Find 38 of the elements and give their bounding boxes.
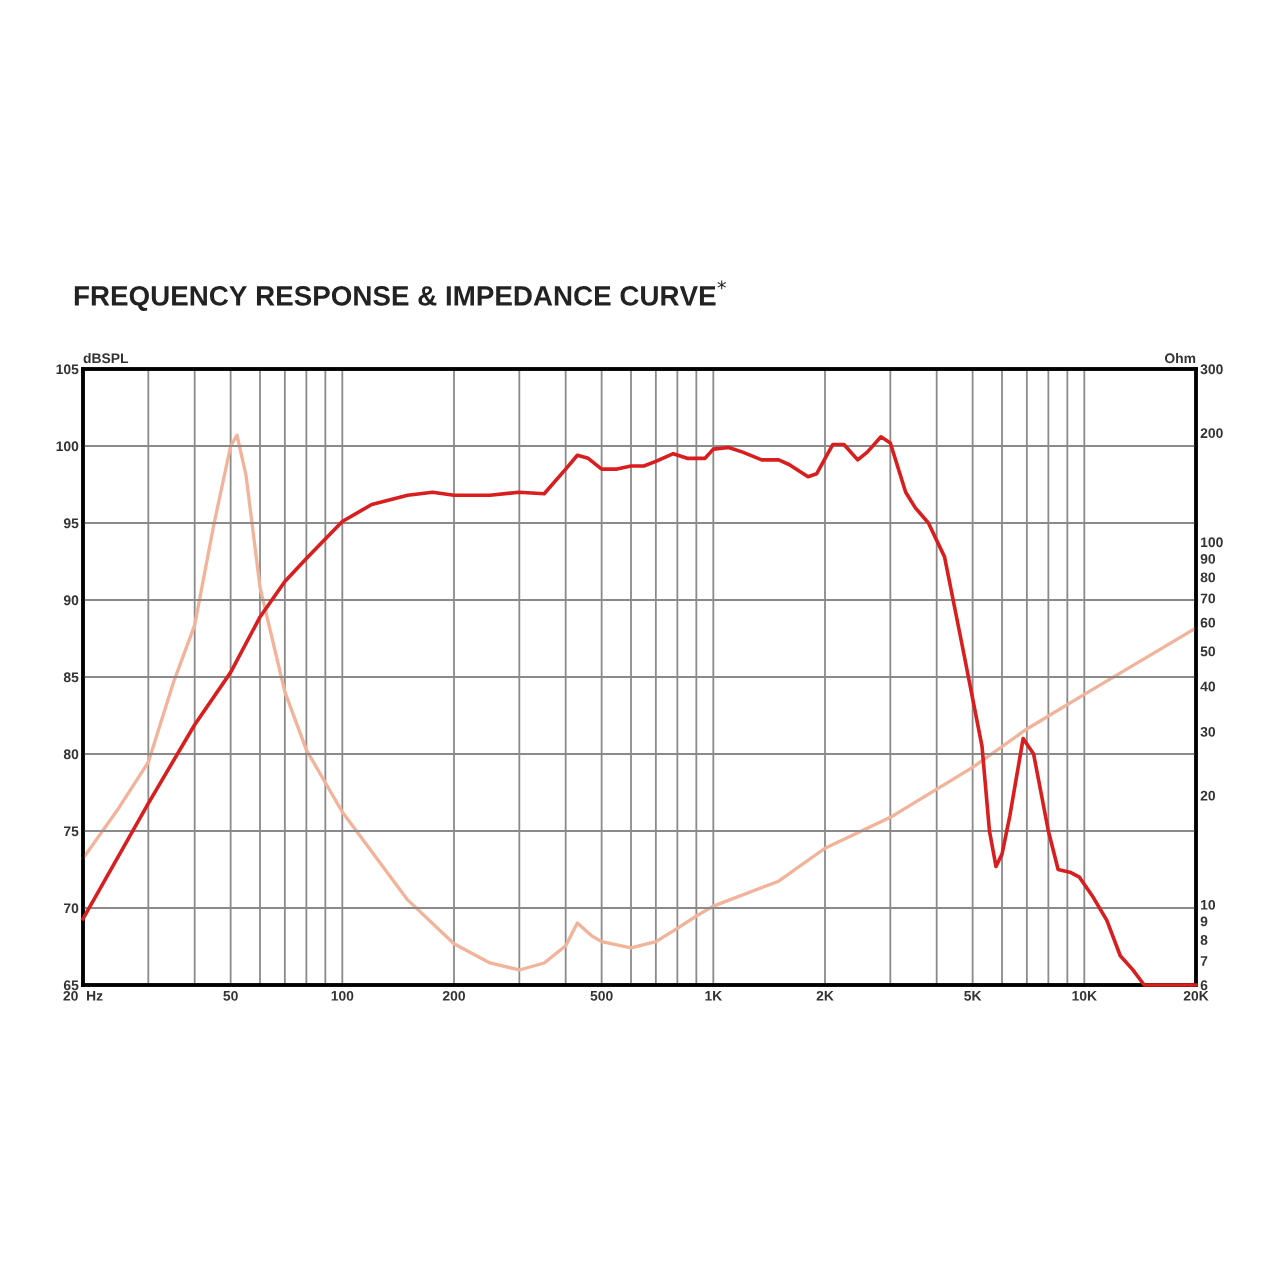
y2-axis-title: dBSPL — [83, 352, 129, 364]
y-tick-label: 6 — [1200, 980, 1208, 991]
y2-tick-label: 75 — [63, 826, 79, 837]
x-tick-label: 100 — [331, 990, 354, 1001]
y-tick-label: 30 — [1200, 726, 1216, 737]
y-tick-label: 9 — [1200, 916, 1208, 927]
y2-tick-label: 85 — [63, 672, 79, 683]
y-tick-label: 100 — [1201, 537, 1223, 548]
y-tick-label: 8 — [1200, 935, 1208, 945]
y-tick-label: 90 — [1200, 553, 1216, 564]
x-tick-label: 500 — [590, 990, 613, 1001]
y-tick-label: 7 — [1200, 956, 1208, 966]
y2-tick-label: 65 — [63, 980, 79, 991]
y-tick-label: 200 — [1200, 428, 1223, 439]
x-tick-label: 5K — [964, 991, 982, 1001]
y2-tick-label: 90 — [63, 595, 79, 606]
y2-tick-label: 105 — [56, 364, 79, 375]
x-tick-label: 10K — [1072, 990, 1097, 1001]
y-tick-label: 300 — [1200, 364, 1223, 375]
x-tick-label: 50 — [223, 990, 238, 1001]
y-tick-label: 40 — [1200, 681, 1216, 692]
y2-tick-label: 80 — [63, 749, 79, 760]
x-tick-label: 200 — [442, 990, 466, 1001]
x-tick-label: 2K — [816, 990, 834, 1001]
y-tick-label: 60 — [1200, 617, 1216, 628]
x-tick-label: 1K — [705, 991, 723, 1001]
x-tick-label: 20K — [1183, 990, 1209, 1001]
y-tick-label: 10 — [1201, 899, 1216, 910]
y-tick-label: 20 — [1200, 790, 1216, 801]
y2-tick-label: 95 — [63, 518, 79, 529]
y-axis-title: Ohm — [1164, 352, 1196, 364]
chart-title: FREQUENCY RESPONSE & IMPEDANCE CURVE$^{*}$ — [74, 280, 727, 311]
x-tick-label: 20 Hz — [63, 990, 103, 1001]
y-tick-label: 50 — [1200, 646, 1216, 657]
y2-tick-label: 100 — [56, 441, 79, 452]
y2-tick-label: 70 — [63, 903, 79, 914]
y-tick-label: 80 — [1200, 572, 1216, 583]
y-tick-label: 70 — [1200, 593, 1216, 604]
